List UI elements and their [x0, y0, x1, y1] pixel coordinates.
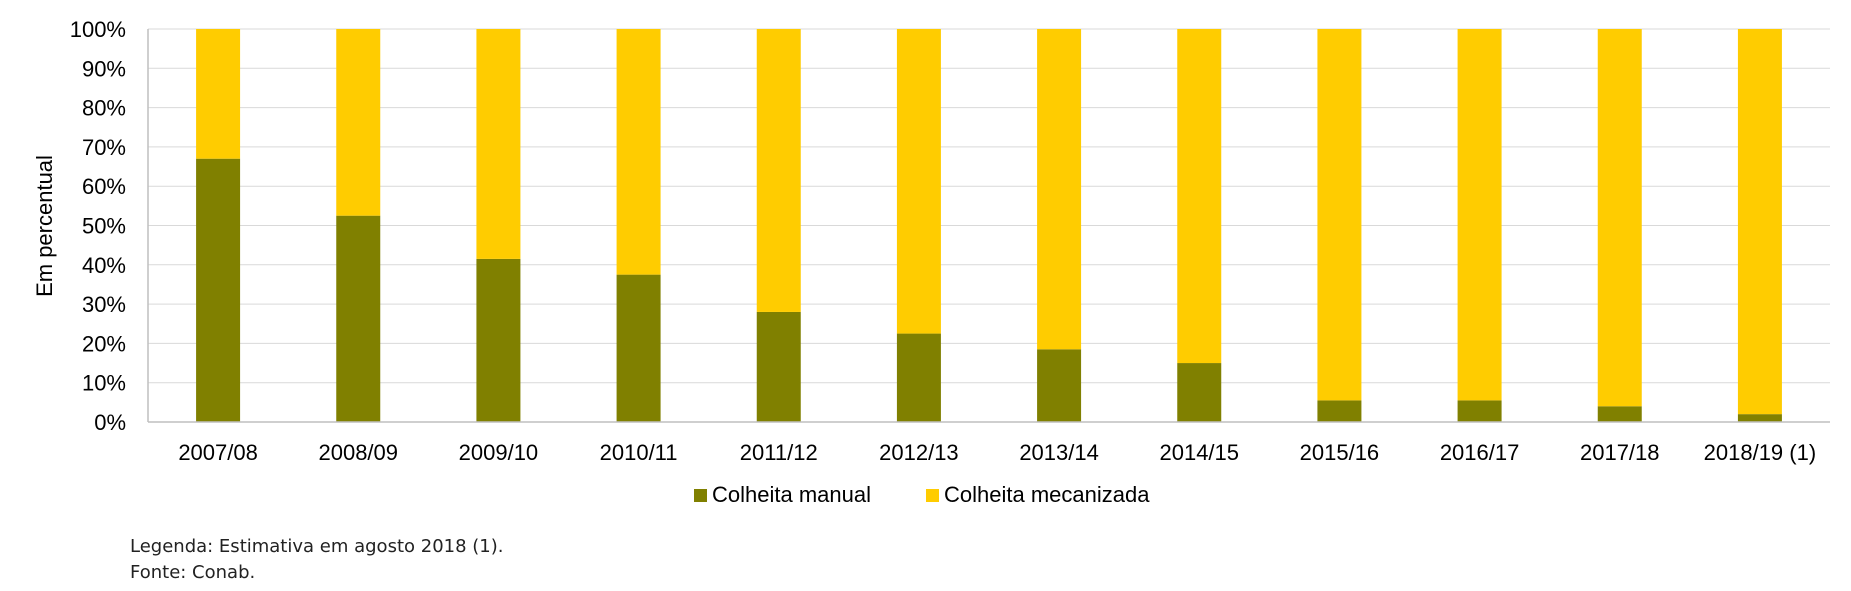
bar-colheita-mecanizada [896, 29, 941, 334]
x-tick-label: 2017/18 [1580, 440, 1660, 465]
bar-colheita-mecanizada [1317, 29, 1362, 401]
y-tick-label: 50% [82, 214, 126, 239]
legend: Colheita manual Colheita mecanizada [694, 482, 1150, 507]
bar-colheita-manual [756, 311, 801, 422]
y-tick-label: 30% [82, 292, 126, 317]
y-tick-label: 80% [82, 96, 126, 121]
y-tick-labels: 0% 10% 20% 30% 40% 50% 60% 70% 80% 90% 100% [70, 17, 126, 435]
x-tick-label: 2011/12 [740, 440, 818, 465]
bar-colheita-mecanizada [1037, 29, 1082, 350]
bar-colheita-mecanizada [756, 29, 801, 312]
bar-colheita-mecanizada [1737, 29, 1782, 415]
bar-colheita-manual [896, 333, 941, 422]
y-tick-label: 20% [82, 331, 126, 356]
bar-colheita-manual [1177, 363, 1222, 422]
bar-colheita-manual [1317, 400, 1362, 422]
source-note: Fonte: Conab. [130, 562, 256, 583]
bar-colheita-manual [1737, 414, 1782, 422]
x-tick-label: 2007/08 [178, 440, 258, 465]
x-tick-label: 2010/11 [600, 440, 678, 465]
y-tick-label: 60% [82, 174, 126, 199]
bar-colheita-mecanizada [1457, 29, 1502, 401]
x-tick-label: 2014/15 [1159, 440, 1239, 465]
legend-swatch-mecanizada [926, 489, 939, 502]
x-tick-label: 2018/19 (1) [1704, 440, 1817, 465]
y-tick-label: 70% [82, 135, 126, 160]
axes [147, 29, 1830, 423]
bar-colheita-mecanizada [476, 29, 521, 259]
bars [196, 29, 1782, 422]
x-tick-label: 2009/10 [459, 440, 539, 465]
bar-colheita-mecanizada [616, 29, 661, 275]
bar-colheita-mecanizada [1597, 29, 1642, 407]
gridlines [148, 28, 1830, 384]
x-tick-label: 2012/13 [879, 440, 959, 465]
x-tick-label: 2013/14 [1019, 440, 1099, 465]
bar-colheita-manual [196, 158, 241, 422]
estimate-note: Legenda: Estimativa em agosto 2018 (1). [130, 536, 504, 557]
bar-colheita-manual [1597, 406, 1642, 422]
bar-colheita-manual [616, 274, 661, 422]
bar-colheita-manual [1037, 349, 1082, 422]
chart-notes: Legenda: Estimativa em agosto 2018 (1). … [130, 534, 504, 586]
y-tick-label: 40% [82, 253, 126, 278]
bar-colheita-mecanizada [196, 29, 241, 159]
y-tick-label: 90% [82, 56, 126, 81]
legend-swatch-manual [694, 489, 707, 502]
y-tick-label: 100% [70, 17, 126, 42]
x-tick-labels: 2007/08 2008/09 2009/10 2010/11 2011/12 2012/… [178, 440, 1816, 465]
y-tick-label: 10% [82, 371, 126, 396]
y-tick-label: 0% [94, 410, 126, 435]
bar-colheita-manual [1457, 400, 1502, 422]
bar-colheita-mecanizada [336, 29, 381, 216]
bar-colheita-manual [336, 215, 381, 422]
legend-label-mecanizada: Colheita mecanizada [944, 482, 1150, 507]
bar-colheita-manual [476, 258, 521, 422]
legend-label-manual: Colheita manual [712, 482, 871, 507]
bar-colheita-mecanizada [1177, 29, 1222, 364]
x-tick-label: 2015/16 [1300, 440, 1380, 465]
x-tick-label: 2016/17 [1440, 440, 1520, 465]
y-axis-title: Em percentual [32, 155, 57, 297]
x-tick-label: 2008/09 [318, 440, 398, 465]
